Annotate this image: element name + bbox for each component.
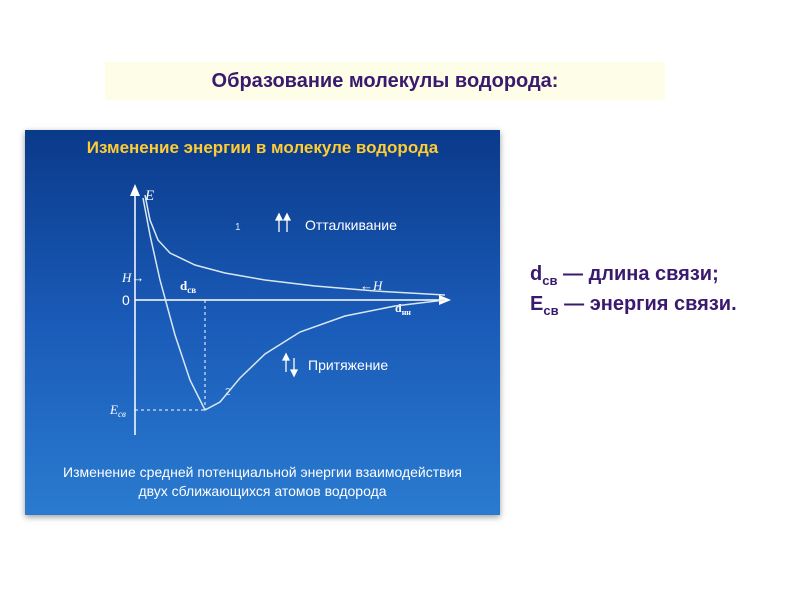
title-band: Образование молекулы водорода: <box>105 62 665 100</box>
legend-e-sub: св <box>543 303 558 318</box>
legend-d-sub: св <box>542 273 557 288</box>
chart-caption: Изменение средней потенциальной энергии … <box>35 463 490 501</box>
d-sv-label: dсв <box>180 278 196 295</box>
repulsion-arrows-icon <box>276 214 290 232</box>
chart-panel: Изменение энергии в молекуле водорода E … <box>25 130 500 515</box>
legend-d-rest: — длина связи; <box>557 263 718 285</box>
repulsion-label: Отталкивание <box>305 217 397 233</box>
curve1-num: 1 <box>235 222 241 233</box>
curve2-num: 2 <box>225 387 231 398</box>
d-hh-label: dнн <box>395 301 411 317</box>
energy-chart: E 0 H→ ←H dсв dнн Eсв 1 2 <box>25 170 500 460</box>
legend-d-line: dсв — длина связи; <box>530 260 770 290</box>
h-left-label: H→ <box>121 270 144 285</box>
attraction-label: Притяжение <box>308 357 388 373</box>
chart-caption-line1: Изменение средней потенциальной энергии … <box>63 464 462 480</box>
legend-e-prefix: E <box>530 293 543 315</box>
chart-caption-line2: двух сближающихся атомов водорода <box>138 483 386 499</box>
zero-label: 0 <box>122 292 130 308</box>
curve-repulsion <box>145 195 445 295</box>
attraction-arrows-icon <box>283 354 297 376</box>
legend: dсв — длина связи; Eсв — энергия связи. <box>530 260 770 320</box>
e-sv-label: Eсв <box>109 402 126 419</box>
legend-d-prefix: d <box>530 263 542 285</box>
y-axis-arrow <box>130 184 140 196</box>
chart-title: Изменение энергии в молекуле водорода <box>25 138 500 158</box>
legend-e-rest: — энергия связи. <box>559 293 737 315</box>
legend-e-line: Eсв — энергия связи. <box>530 290 770 320</box>
page-title: Образование молекулы водорода: <box>212 70 559 93</box>
